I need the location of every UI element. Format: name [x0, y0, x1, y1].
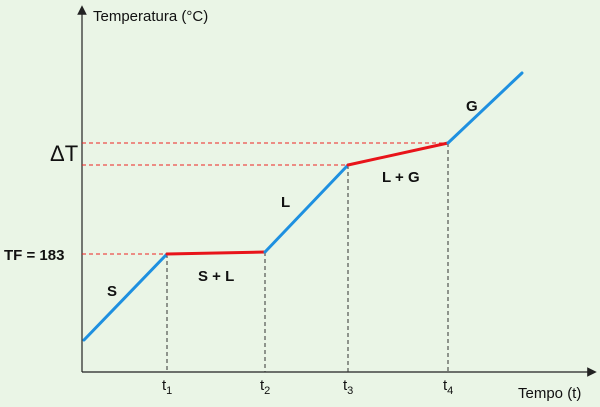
axes [77, 5, 597, 377]
time-label: t1 [162, 377, 172, 397]
phase: G [466, 98, 478, 115]
time-label: t3 [343, 377, 353, 397]
segment [346, 141, 450, 167]
time-label: t4 [443, 377, 453, 397]
delta-t: ΔT [50, 141, 78, 166]
time-base: t [343, 377, 348, 394]
phase: S + L [198, 268, 234, 285]
time-base: t [443, 377, 448, 394]
tf-label: TF = 183 [4, 247, 64, 264]
segment [165, 250, 267, 256]
phase: L [281, 194, 290, 211]
segment [82, 252, 169, 342]
time-sub: 3 [347, 385, 353, 397]
time-base: t [162, 377, 167, 394]
time-sub: 2 [264, 385, 270, 397]
y-label: Temperatura (°C) [93, 8, 208, 25]
time-sub: 1 [166, 385, 172, 397]
segment [263, 163, 350, 254]
phase: S [107, 283, 117, 300]
x-label: Tempo (t) [518, 385, 581, 402]
guide-lines [82, 142, 449, 372]
curve [82, 71, 524, 342]
segment [446, 71, 524, 145]
time-label: t2 [260, 377, 270, 397]
phase: L + G [382, 169, 420, 186]
time-sub: 4 [447, 385, 453, 397]
time-base: t [260, 377, 265, 394]
